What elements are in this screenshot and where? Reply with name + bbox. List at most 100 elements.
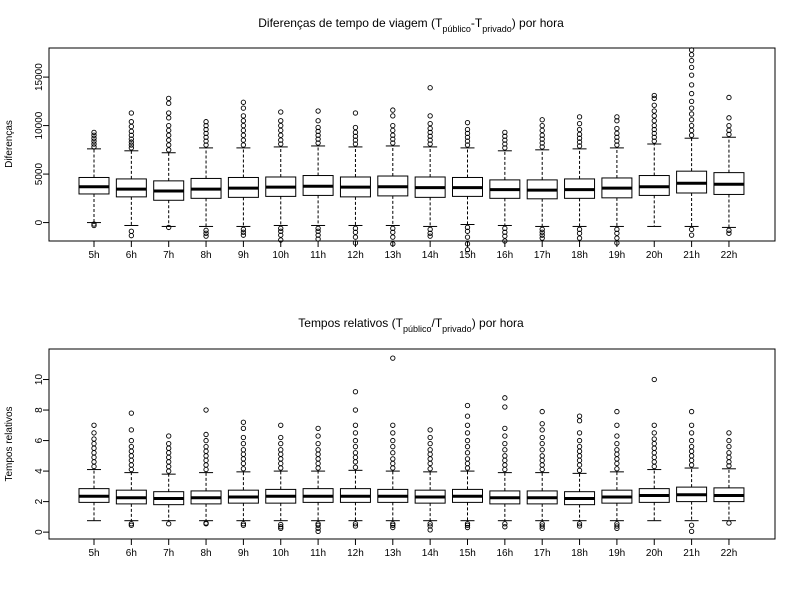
outlier-point bbox=[688, 522, 695, 528]
box-13h bbox=[377, 355, 409, 531]
outlier-point bbox=[688, 64, 695, 71]
outlier-point bbox=[352, 389, 359, 395]
outlier-point bbox=[240, 229, 247, 235]
x-tick-label: 22h bbox=[721, 548, 738, 559]
outlier-point bbox=[278, 237, 284, 243]
outlier-point bbox=[315, 140, 321, 146]
outlier-point bbox=[427, 427, 433, 433]
outlier-point bbox=[651, 102, 657, 108]
outlier-point bbox=[576, 139, 583, 145]
outlier-point bbox=[128, 136, 135, 142]
outlier-point bbox=[688, 430, 695, 436]
box-10h bbox=[265, 422, 297, 531]
outlier-point bbox=[688, 132, 695, 138]
outlier-point bbox=[352, 141, 359, 147]
outlier-point bbox=[278, 228, 284, 234]
outlier-point bbox=[726, 444, 732, 450]
outlier-point bbox=[128, 110, 135, 116]
outlier-point bbox=[315, 433, 321, 439]
outlier-point bbox=[390, 136, 396, 142]
outlier-point bbox=[464, 422, 471, 428]
outlier-point bbox=[203, 138, 209, 144]
x-tick-label: 17h bbox=[534, 548, 551, 559]
outlier-point bbox=[128, 521, 135, 527]
outlier-point bbox=[240, 132, 247, 138]
outlier-point bbox=[91, 454, 97, 461]
box-5h bbox=[78, 129, 110, 229]
outlier-point bbox=[614, 422, 620, 428]
outlier-point bbox=[539, 462, 545, 468]
outlier-point bbox=[688, 226, 695, 233]
outlier-point bbox=[427, 451, 433, 457]
outlier-point bbox=[576, 448, 583, 454]
outlier-point bbox=[315, 236, 321, 242]
outlier-point bbox=[651, 450, 657, 456]
outlier-point bbox=[651, 126, 657, 133]
outlier-point bbox=[352, 225, 359, 232]
outlier-point bbox=[651, 459, 657, 465]
outlier-point bbox=[726, 437, 732, 444]
x-tick-label: 10h bbox=[272, 250, 289, 261]
outlier-point bbox=[576, 444, 583, 450]
outlier-point bbox=[278, 447, 284, 453]
box-18h bbox=[564, 413, 596, 529]
outlier-point bbox=[576, 226, 583, 233]
outlier-point bbox=[651, 95, 657, 102]
outlier-point bbox=[390, 456, 396, 462]
box-8h bbox=[190, 407, 222, 527]
x-tick-label: 5h bbox=[88, 250, 99, 261]
outlier-point bbox=[315, 447, 321, 453]
box-9h bbox=[227, 419, 259, 528]
outlier-point bbox=[502, 145, 508, 151]
outlier-point bbox=[427, 141, 433, 147]
outlier-point bbox=[166, 132, 172, 138]
outlier-point bbox=[166, 468, 172, 474]
outlier-point bbox=[128, 466, 135, 473]
x-tick-label: 14h bbox=[422, 548, 439, 559]
box-16h bbox=[489, 129, 521, 244]
outlier-point bbox=[427, 527, 433, 533]
outlier-point bbox=[352, 240, 359, 246]
outlier-point bbox=[128, 123, 135, 130]
outlier-point bbox=[352, 523, 359, 529]
outlier-point bbox=[166, 137, 172, 143]
outlier-point bbox=[91, 141, 97, 147]
outlier-point bbox=[203, 520, 209, 526]
plot-frame bbox=[48, 348, 776, 540]
x-tick-label: 13h bbox=[384, 250, 401, 261]
outlier-point bbox=[464, 430, 471, 436]
outlier-point bbox=[502, 137, 508, 143]
x-tick-label: 5h bbox=[88, 548, 99, 559]
x-tick-label: 7h bbox=[163, 548, 174, 559]
box-15h bbox=[452, 120, 483, 253]
outlier-point bbox=[576, 437, 583, 444]
outlier-point bbox=[614, 433, 620, 439]
box-14h bbox=[414, 427, 446, 533]
outlier-point bbox=[576, 120, 583, 127]
outlier-point bbox=[91, 430, 97, 436]
outlier-point bbox=[427, 434, 433, 441]
x-tick-label: 7h bbox=[163, 250, 174, 261]
box-6h bbox=[115, 110, 147, 239]
outlier-point bbox=[427, 460, 433, 467]
outlier-point bbox=[726, 122, 732, 129]
outlier-point bbox=[464, 522, 471, 528]
x-tick-label: 16h bbox=[497, 250, 514, 261]
x-tick-label: 15h bbox=[459, 250, 476, 261]
outlier-point bbox=[614, 226, 620, 233]
outlier-point bbox=[688, 232, 695, 238]
y-tick-label: 2 bbox=[34, 498, 45, 504]
x-tick-label: 8h bbox=[200, 250, 211, 261]
outlier-point bbox=[91, 144, 97, 150]
box-7h bbox=[153, 95, 185, 231]
outlier-point bbox=[726, 131, 732, 137]
outlier-point bbox=[464, 241, 471, 247]
x-tick-label: 20h bbox=[646, 548, 663, 559]
outlier-point bbox=[539, 408, 545, 415]
outlier-point bbox=[502, 141, 508, 147]
outlier-point bbox=[502, 457, 508, 464]
outlier-point bbox=[315, 465, 321, 471]
outlier-point bbox=[539, 144, 545, 150]
outlier-point bbox=[539, 122, 545, 129]
outlier-point bbox=[464, 521, 471, 527]
